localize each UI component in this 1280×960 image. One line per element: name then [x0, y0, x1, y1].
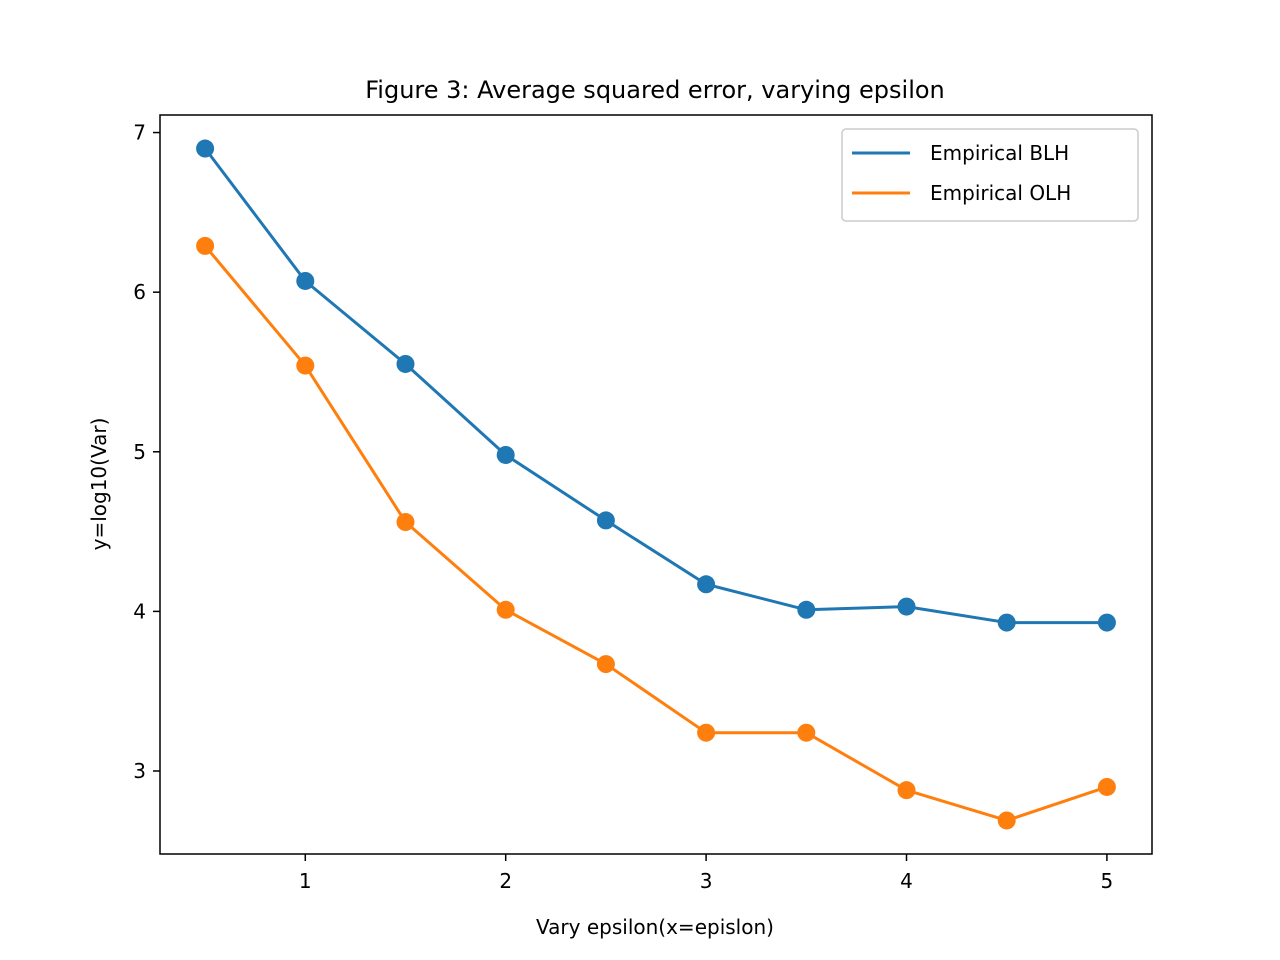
- x-tick-label: 5: [1101, 869, 1114, 893]
- data-point: [697, 575, 716, 594]
- data-point: [697, 723, 716, 742]
- x-tick-label: 4: [900, 869, 913, 893]
- data-point: [196, 236, 215, 255]
- data-point: [897, 781, 916, 800]
- data-point: [1097, 777, 1116, 796]
- y-tick-label: 4: [133, 599, 146, 623]
- data-point: [797, 723, 816, 742]
- y-tick-label: 7: [133, 121, 146, 145]
- data-point: [997, 613, 1016, 632]
- data-point: [897, 597, 916, 616]
- data-point: [596, 655, 615, 674]
- chart-title: Figure 3: Average squared error, varying…: [365, 76, 945, 104]
- plot-area: 1 2 3 4 5 3 4 5 6 7: [133, 114, 1153, 893]
- data-point: [797, 600, 816, 619]
- series-line-2: [203, 244, 1108, 822]
- data-point: [1097, 613, 1116, 632]
- data-point: [596, 511, 615, 530]
- data-point: [496, 600, 515, 619]
- data-point: [396, 513, 415, 532]
- data-point: [196, 139, 215, 158]
- series-line-1: [203, 147, 1107, 625]
- y-tick-label: 3: [133, 759, 146, 783]
- x-tick-label: 3: [700, 869, 713, 893]
- data-point: [496, 445, 515, 464]
- x-tick-label: 1: [299, 869, 312, 893]
- legend-box: [841, 128, 1139, 222]
- x-tick-label: 2: [499, 869, 512, 893]
- data-point: [296, 356, 315, 375]
- axes-frame: [159, 114, 1153, 855]
- y-axis-label: y=log10(Var): [87, 418, 111, 551]
- legend-label: Empirical OLH: [930, 181, 1071, 205]
- y-tick-label: 6: [133, 280, 146, 304]
- y-tick-label: 5: [133, 440, 146, 464]
- legend: Empirical BLH Empirical OLH: [841, 128, 1139, 222]
- x-axis-label: Vary epsilon(x=epislon): [536, 915, 774, 939]
- data-point: [396, 354, 415, 373]
- data-point: [296, 271, 315, 290]
- legend-label: Empirical BLH: [930, 141, 1069, 165]
- data-point: [997, 811, 1016, 830]
